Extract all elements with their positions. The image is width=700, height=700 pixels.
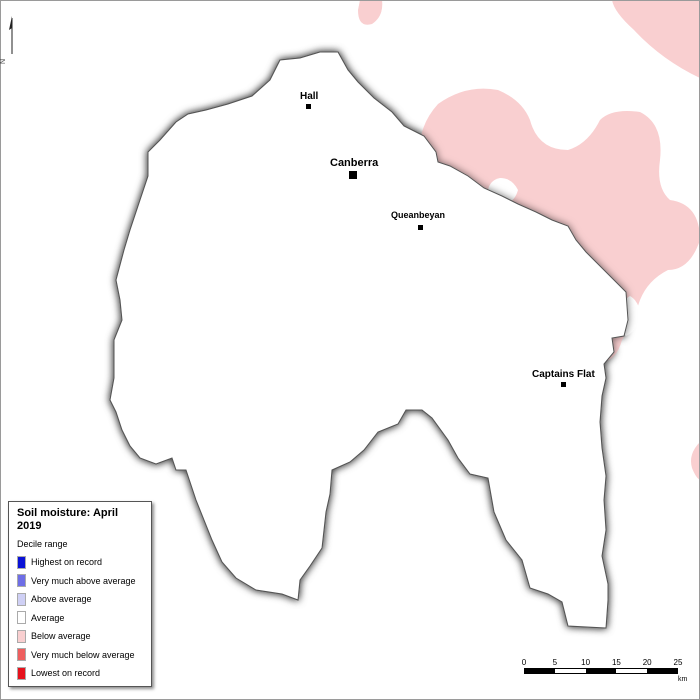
legend-swatch — [17, 574, 26, 588]
scale-bar: 0 5 10 15 20 25 km — [518, 658, 688, 688]
legend-title: Soil moisture: April 2019 — [17, 507, 119, 532]
scale-tick-label: 25 — [673, 658, 683, 667]
legend-panel: Soil moisture: April 2019 Decile range H… — [8, 501, 152, 687]
below-average-zone-top — [358, 0, 383, 25]
legend-label: Highest on record — [31, 557, 103, 568]
scale-segment — [525, 669, 556, 673]
legend-label: Very much below average — [31, 649, 135, 660]
scale-tick-label: 0 — [521, 658, 527, 667]
legend-swatch — [17, 648, 26, 662]
scale-segment — [555, 669, 586, 673]
town-marker-captains-flat — [561, 382, 566, 387]
north-arrow-icon — [9, 16, 13, 54]
town-label-queanbeyan: Queanbeyan — [391, 210, 446, 220]
scale-tick-label: 10 — [581, 658, 591, 667]
scale-tick-label: 20 — [642, 658, 652, 667]
legend-label: Above average — [31, 594, 92, 605]
below-average-zone-right-edge — [691, 442, 700, 480]
legend-item: Very much above average — [17, 572, 151, 591]
region-outline-overlay — [110, 52, 628, 628]
legend-items: Highest on record Very much above average… — [17, 553, 151, 683]
scale-bar-segments — [524, 668, 678, 674]
legend-item: Above average — [17, 590, 151, 609]
legend-item: Below average — [17, 627, 151, 646]
town-marker-canberra — [349, 171, 357, 179]
town-marker-hall — [306, 104, 311, 109]
legend-swatch — [17, 629, 26, 643]
town-label-captains-flat: Captains Flat — [532, 369, 595, 380]
legend-item: Highest on record — [17, 553, 151, 572]
legend-swatch — [17, 555, 26, 569]
legend-swatch — [17, 666, 26, 680]
legend-item: Very much below average — [17, 646, 151, 665]
legend-item: Average — [17, 609, 151, 628]
scale-tick-label: 5 — [552, 658, 558, 667]
town-label-canberra: Canberra — [330, 157, 379, 169]
legend-swatch — [17, 611, 26, 625]
legend-subtitle: Decile range — [17, 539, 68, 549]
town-marker-queanbeyan — [418, 225, 423, 230]
below-average-zone-top-right — [612, 0, 700, 78]
legend-swatch — [17, 592, 26, 606]
scale-segment — [646, 669, 678, 673]
legend-item: Lowest on record — [17, 664, 151, 683]
legend-label: Below average — [31, 631, 91, 642]
scale-segment — [585, 669, 617, 673]
legend-label: Very much above average — [31, 575, 136, 586]
scale-tick-label: 15 — [611, 658, 621, 667]
town-label-hall: Hall — [300, 91, 319, 102]
legend-label: Average — [31, 612, 65, 623]
scale-segment — [616, 669, 647, 673]
north-label: N — [0, 58, 8, 65]
legend-label: Lowest on record — [31, 668, 101, 679]
scale-unit: km — [678, 676, 688, 683]
